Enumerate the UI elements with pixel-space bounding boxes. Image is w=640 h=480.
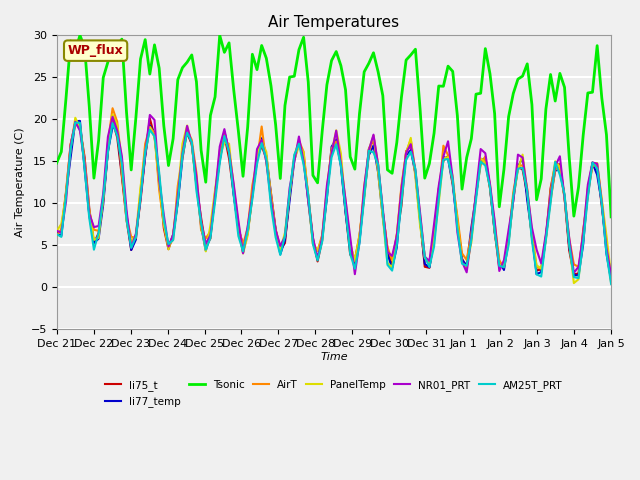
li75_t	[440, 158, 447, 164]
li77_temp	[607, 277, 615, 283]
li75_t	[207, 236, 214, 241]
li75_t	[174, 198, 182, 204]
AM25T_PRT	[607, 281, 615, 287]
PanelTemp	[174, 191, 182, 197]
li75_t	[365, 146, 372, 152]
Bar	[57, 161, 611, 204]
NR01_PRT	[593, 161, 601, 167]
li75_t	[53, 229, 61, 235]
X-axis label: Time: Time	[320, 352, 348, 362]
Line: Tsonic: Tsonic	[57, 36, 611, 217]
Title: Air Temperatures: Air Temperatures	[268, 15, 399, 30]
AM25T_PRT	[495, 263, 503, 269]
AirT	[440, 143, 447, 149]
NR01_PRT	[607, 272, 615, 278]
Tsonic	[207, 112, 214, 118]
li77_temp	[440, 154, 447, 160]
Tsonic	[593, 43, 601, 48]
PanelTemp	[607, 273, 615, 279]
Bar	[57, 36, 611, 77]
AM25T_PRT	[440, 157, 447, 163]
PanelTemp	[495, 262, 503, 267]
AirT	[365, 151, 372, 156]
AirT	[109, 105, 116, 111]
Bar	[57, 77, 611, 120]
PanelTemp	[365, 147, 372, 153]
NR01_PRT	[495, 268, 503, 274]
Bar	[57, 288, 611, 329]
Y-axis label: Air Temperature (C): Air Temperature (C)	[15, 128, 25, 237]
AM25T_PRT	[174, 199, 182, 205]
PanelTemp	[440, 156, 447, 161]
Tsonic	[440, 84, 447, 89]
Tsonic	[365, 60, 372, 66]
Bar	[57, 245, 611, 288]
AM25T_PRT	[593, 166, 601, 171]
AM25T_PRT	[53, 231, 61, 237]
Legend: li75_t, li77_temp, Tsonic, AirT, PanelTemp, NR01_PRT, AM25T_PRT: li75_t, li77_temp, Tsonic, AirT, PanelTe…	[101, 376, 566, 411]
Line: li75_t: li75_t	[57, 119, 611, 278]
AM25T_PRT	[207, 235, 214, 241]
NR01_PRT	[440, 154, 447, 159]
PanelTemp	[207, 223, 214, 228]
Tsonic	[174, 77, 182, 83]
Tsonic	[607, 214, 615, 220]
Tsonic	[76, 33, 84, 38]
AirT	[593, 161, 601, 167]
AirT	[207, 228, 214, 234]
Line: li77_temp: li77_temp	[57, 121, 611, 280]
PanelTemp	[598, 197, 605, 203]
Bar	[57, 120, 611, 161]
AirT	[495, 258, 503, 264]
Tsonic	[495, 204, 503, 210]
li77_temp	[76, 118, 84, 124]
AM25T_PRT	[72, 120, 79, 126]
li77_temp	[593, 172, 601, 178]
Text: WP_flux: WP_flux	[68, 44, 124, 57]
li75_t	[607, 276, 615, 281]
li77_temp	[365, 152, 372, 158]
Line: AM25T_PRT: AM25T_PRT	[57, 123, 611, 284]
Bar	[57, 204, 611, 245]
li75_t	[146, 116, 154, 121]
AirT	[174, 183, 182, 189]
PanelTemp	[570, 280, 578, 286]
NR01_PRT	[146, 112, 154, 118]
Line: NR01_PRT: NR01_PRT	[57, 115, 611, 275]
AirT	[607, 280, 615, 286]
li77_temp	[495, 258, 503, 264]
li77_temp	[53, 230, 61, 236]
NR01_PRT	[365, 147, 372, 153]
li75_t	[495, 265, 503, 271]
Tsonic	[53, 160, 61, 166]
NR01_PRT	[53, 228, 61, 234]
li77_temp	[174, 199, 182, 205]
li75_t	[593, 164, 601, 169]
li77_temp	[207, 232, 214, 238]
Line: AirT: AirT	[57, 108, 611, 283]
PanelTemp	[53, 228, 61, 234]
Line: PanelTemp: PanelTemp	[57, 115, 611, 283]
NR01_PRT	[174, 193, 182, 199]
AirT	[53, 233, 61, 239]
NR01_PRT	[207, 232, 214, 238]
AM25T_PRT	[365, 148, 372, 154]
PanelTemp	[109, 112, 116, 118]
